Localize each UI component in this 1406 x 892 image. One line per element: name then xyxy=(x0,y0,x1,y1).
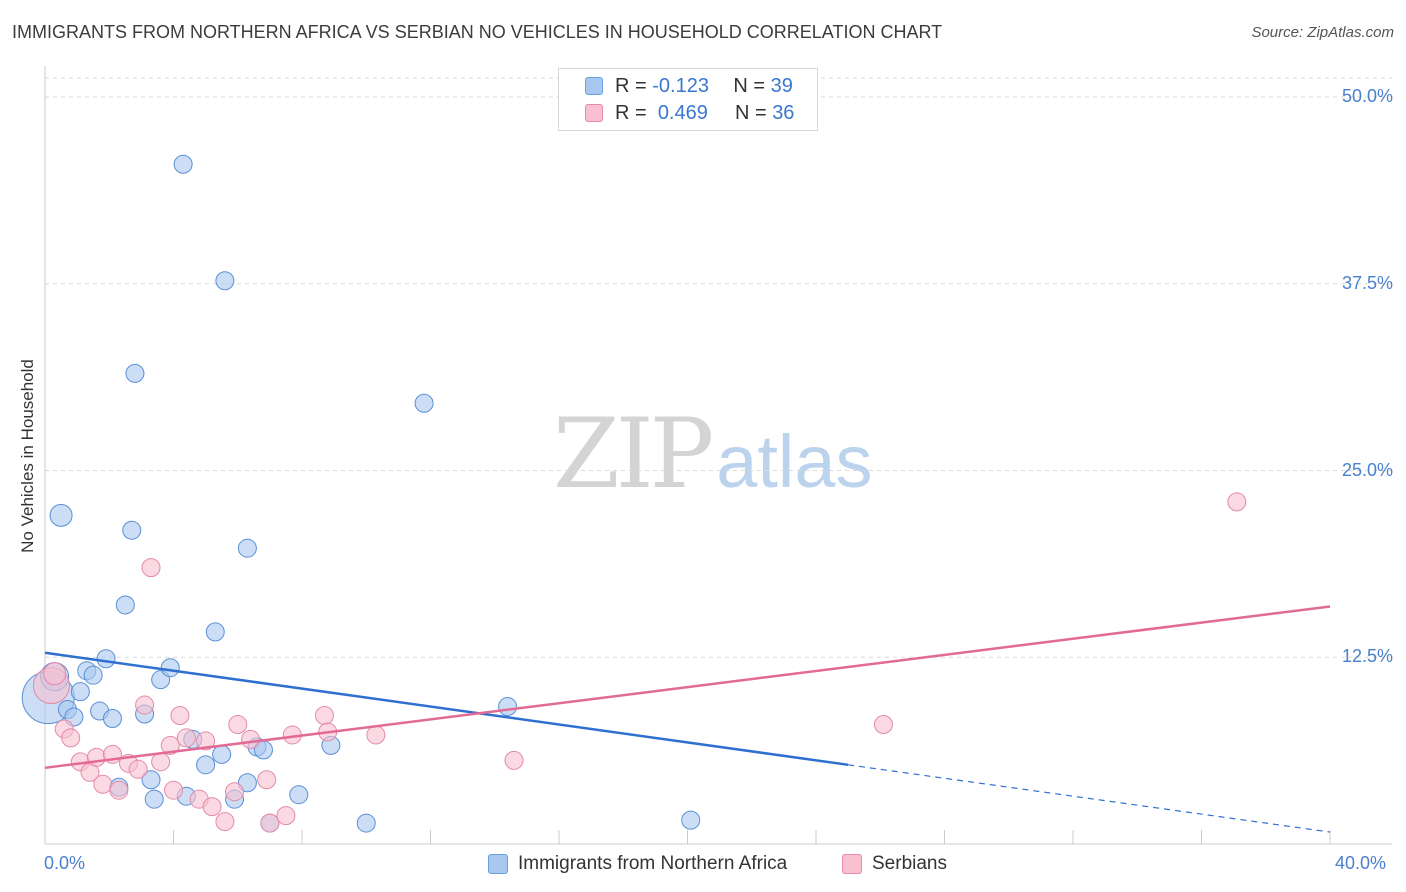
point-immigrants xyxy=(498,697,518,717)
point-immigrants xyxy=(196,755,216,775)
point-serbians xyxy=(196,731,216,751)
point-serbians xyxy=(314,706,334,726)
point-serbians xyxy=(61,728,81,748)
point-immigrants xyxy=(49,503,73,527)
point-serbians xyxy=(228,714,248,734)
y-tick-label: 12.5% xyxy=(1341,646,1393,667)
legend-r-value: -0.123 xyxy=(652,74,709,97)
point-immigrants xyxy=(414,393,434,413)
bottom-legend-label-immigrants: Immigrants from Northern Africa xyxy=(518,853,788,874)
point-immigrants xyxy=(356,813,376,833)
trend-lines xyxy=(44,605,1331,833)
point-immigrants xyxy=(215,271,235,291)
point-serbians xyxy=(86,747,106,767)
point-serbians xyxy=(128,759,148,779)
bottom-legend-label-serbians: Serbians xyxy=(872,853,947,874)
point-serbians xyxy=(170,706,190,726)
point-serbians xyxy=(202,797,222,817)
legend-r-value: 0.469 xyxy=(657,101,708,124)
point-serbians xyxy=(260,813,280,833)
point-immigrants xyxy=(70,682,90,702)
point-immigrants xyxy=(289,785,309,805)
point-immigrants xyxy=(96,649,116,669)
x-tick-label-max: 40.0% xyxy=(1335,853,1387,873)
point-serbians xyxy=(135,695,155,715)
point-immigrants xyxy=(173,154,193,174)
point-immigrants xyxy=(212,744,232,764)
legend-row-serbians: R = 0.469 N = 36 xyxy=(585,102,794,124)
y-axis-label: No Vehicles in Household xyxy=(18,359,37,553)
point-serbians xyxy=(109,780,129,800)
legend-n-value: 39 xyxy=(770,74,793,97)
legend-n-label: N = xyxy=(734,101,767,124)
trend-line-immigrants xyxy=(44,651,849,767)
legend-row-immigrants: R = -0.123 N = 39 xyxy=(585,75,793,97)
axes xyxy=(44,66,1392,845)
bottom-legend-swatch-serbians xyxy=(842,854,862,874)
point-immigrants xyxy=(122,520,142,540)
legend-swatch-serbians xyxy=(585,104,603,122)
bottom-legend-immigrants: Immigrants from Northern Africa xyxy=(488,852,787,876)
legend-r-label: R = xyxy=(615,101,647,124)
legend-n-value: 36 xyxy=(772,101,795,124)
point-serbians xyxy=(215,812,235,832)
grid-lines xyxy=(45,77,1392,658)
trend-line-immigrants-extrapolated xyxy=(848,764,1331,833)
point-serbians xyxy=(141,558,161,578)
point-immigrants xyxy=(83,665,103,685)
point-serbians xyxy=(93,774,113,794)
point-serbians xyxy=(160,735,180,755)
point-immigrants xyxy=(205,622,225,642)
point-serbians xyxy=(43,662,67,686)
y-tick-label: 50.0% xyxy=(1341,86,1393,106)
point-serbians xyxy=(257,770,277,790)
point-serbians xyxy=(873,714,893,734)
point-serbians xyxy=(276,806,296,826)
correlation-legend: R = -0.123 N = 39 R = 0.469 N = 36 xyxy=(558,68,818,131)
legend-swatch-immigrants xyxy=(585,77,603,95)
point-serbians xyxy=(1227,492,1247,512)
x-tick-label-min: 0.0% xyxy=(44,853,86,873)
y-tick-label: 37.5% xyxy=(1341,272,1393,293)
bottom-legend-serbians: Serbians xyxy=(842,852,947,876)
bottom-legend-swatch-immigrants xyxy=(488,854,508,874)
point-serbians xyxy=(176,728,196,748)
point-immigrants xyxy=(681,810,701,830)
point-serbians xyxy=(164,780,183,800)
point-serbians xyxy=(225,782,245,802)
series-serbians xyxy=(32,492,1247,833)
point-immigrants xyxy=(125,363,145,383)
legend-r-label: R = xyxy=(615,74,647,97)
point-serbians xyxy=(504,750,524,770)
point-immigrants xyxy=(237,538,257,558)
point-serbians xyxy=(151,752,171,772)
trend-line-serbians xyxy=(44,605,1331,770)
point-serbians xyxy=(366,725,386,745)
point-immigrants xyxy=(144,789,164,809)
y-tick-label: 25.0% xyxy=(1341,459,1393,480)
legend-n-label: N = xyxy=(733,74,766,97)
point-immigrants xyxy=(115,595,135,615)
point-immigrants xyxy=(141,770,161,790)
point-serbians xyxy=(241,729,261,749)
source-credit: Source: ZipAtlas.com xyxy=(1251,24,1394,41)
chart-title: IMMIGRANTS FROM NORTHERN AFRICA VS SERBI… xyxy=(12,22,943,42)
point-immigrants xyxy=(160,658,180,678)
point-immigrants xyxy=(102,709,122,729)
